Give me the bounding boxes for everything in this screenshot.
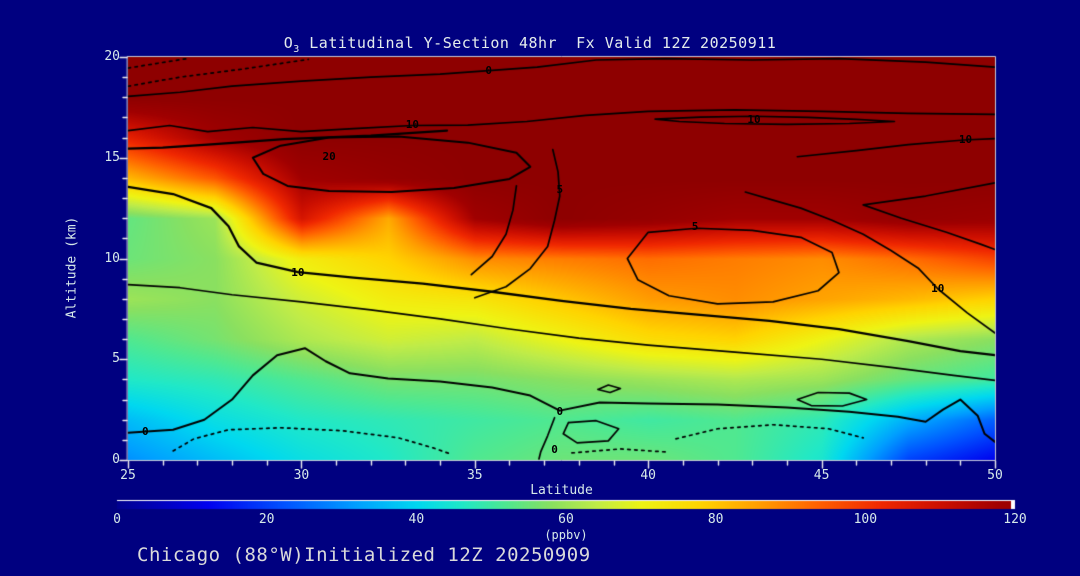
- contour-label: 5: [691, 220, 699, 234]
- cb-tick-label: 80: [707, 512, 724, 527]
- contour-label: 20: [322, 149, 336, 163]
- x-tick-label: 50: [987, 468, 1003, 483]
- contour-label: 10: [291, 265, 305, 279]
- y-axis-tick-label: 15: [104, 149, 120, 165]
- title-species: O: [283, 34, 294, 52]
- contour-label: 0: [485, 64, 492, 78]
- contour-label: 10: [405, 118, 419, 132]
- footer-annotation: Chicago (88°W)Initialized 12Z 20250909: [137, 544, 591, 566]
- contour-label: 0: [556, 404, 564, 418]
- x-tick-label: 30: [293, 468, 310, 483]
- contour-label: 10: [747, 113, 761, 127]
- y-axis-label: Altitude (km): [64, 216, 80, 319]
- contour-label: 0: [142, 424, 149, 438]
- x-axis-label: Latitude: [530, 483, 593, 498]
- x-tick-label: 35: [466, 468, 483, 483]
- x-tick-label: 45: [813, 468, 830, 483]
- title-text: Latitudinal Y-Section 48hr Fx Valid 12Z …: [299, 34, 777, 52]
- title-species-subscript: 3: [293, 44, 300, 55]
- contour-label: 10: [958, 132, 973, 146]
- y-axis-tick-label: 10: [104, 250, 120, 266]
- y-axis-tick-label: 0: [112, 452, 120, 467]
- chart-title: O3 Latitudinal Y-Section 48hr Fx Valid 1…: [0, 34, 1060, 55]
- y-axis-tick-label: 5: [112, 351, 120, 367]
- x-tick-label: 25: [120, 468, 136, 483]
- contour-label: 0: [551, 442, 558, 456]
- contour-label: 5: [556, 182, 564, 196]
- cb-tick-label: 60: [558, 512, 574, 527]
- contour-label: 10: [931, 281, 945, 295]
- cb-tick-label: 0: [113, 512, 121, 527]
- cb-tick-label: 120: [1003, 512, 1027, 527]
- cb-tick-label: 20: [258, 512, 275, 527]
- cb-tick-label: 100: [853, 512, 878, 527]
- y-axis-tick-label: 20: [104, 49, 120, 64]
- colorbar-unit-label: (ppbv): [544, 528, 588, 542]
- cb-tick-label: 40: [408, 512, 425, 527]
- x-tick-label: 40: [640, 468, 657, 483]
